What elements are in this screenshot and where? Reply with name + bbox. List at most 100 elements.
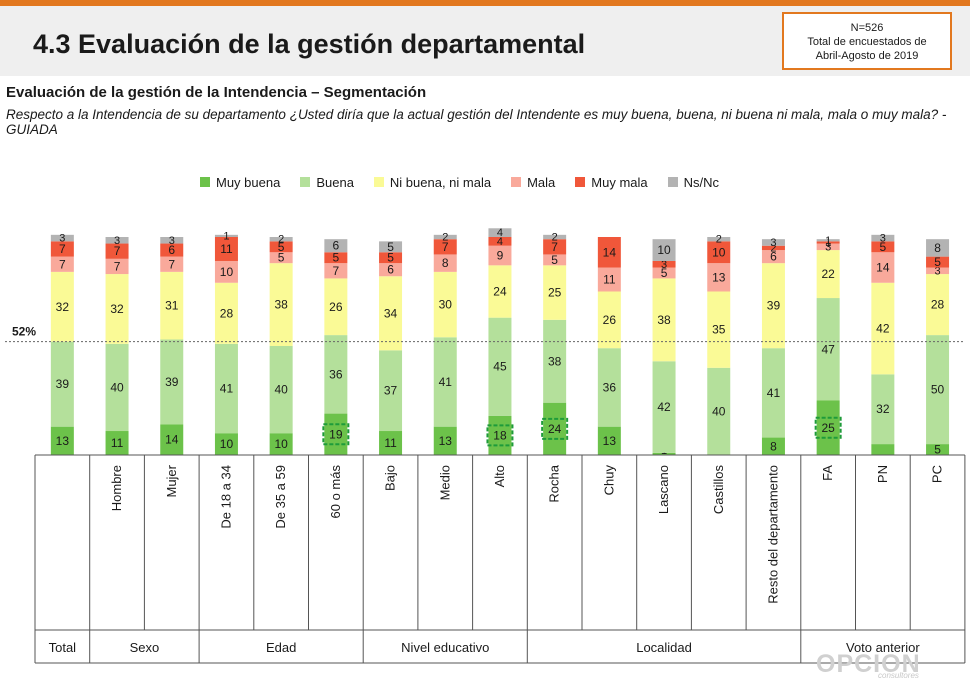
legend-item: Buena (300, 175, 354, 190)
bar-segment (652, 361, 676, 453)
data-label: 14 (165, 433, 179, 447)
data-label: 1 (825, 237, 831, 249)
data-label: 42 (876, 322, 890, 336)
legend-label: Muy buena (216, 174, 281, 190)
legend-item: Mala (511, 175, 555, 190)
data-label: 28 (931, 298, 945, 312)
category-label: FA (820, 465, 835, 481)
legend-swatch (373, 177, 384, 187)
data-label: 32 (56, 300, 70, 314)
bar-segment (214, 343, 238, 434)
legend-label: Buena (316, 174, 354, 190)
data-label: 7 (59, 257, 66, 271)
data-label: 13 (712, 270, 726, 284)
data-label: 2 (716, 234, 722, 246)
bar-segment (160, 271, 184, 340)
bar-segment (871, 252, 895, 283)
sample-size-box: N=526 Total de encuestados de Abril-Agos… (782, 12, 952, 70)
bar-segment (761, 239, 785, 246)
data-label: 35 (712, 323, 726, 337)
data-label: 11 (220, 242, 233, 256)
bar-segment (926, 267, 950, 275)
legend-swatch (300, 177, 311, 187)
data-label: 3 (59, 233, 65, 245)
data-label: 38 (548, 354, 562, 368)
data-label: 24 (493, 285, 507, 299)
legend-item: Muy mala (575, 175, 648, 190)
data-label: 18 (493, 428, 507, 442)
category-label: Lascano (656, 465, 671, 514)
data-label: 14 (876, 261, 890, 275)
data-label: 7 (442, 240, 449, 254)
category-label: Bajo (383, 465, 398, 491)
data-label: 5 (387, 240, 394, 254)
bar-segment (926, 335, 950, 445)
bar-segment (707, 291, 731, 368)
bar-segment (50, 426, 74, 455)
category-label: Rocha (547, 464, 562, 502)
stacked-bar-chart: 1339327731140327731439317631041281011110… (5, 227, 966, 664)
bar-segment (324, 278, 348, 336)
data-label: 39 (56, 377, 70, 391)
data-label: 50 (931, 383, 945, 397)
data-label: 5 (661, 266, 668, 280)
highlight-box (814, 416, 842, 439)
bar-segment (324, 263, 348, 279)
data-label: 28 (220, 306, 234, 320)
category-label: 60 o más (328, 465, 343, 519)
data-label: 6 (387, 263, 394, 277)
category-label: De 18 a 34 (218, 465, 233, 529)
bar-segment (269, 237, 293, 242)
category-label: Castillos (711, 465, 726, 515)
bar-segment (816, 241, 840, 244)
bar-segment (816, 298, 840, 401)
data-label: 6 (770, 250, 777, 264)
bar-segment (433, 271, 457, 338)
data-label: 37 (384, 384, 398, 398)
bar-segment (488, 237, 512, 246)
data-label: 11 (384, 436, 397, 450)
bar-segment (652, 267, 676, 279)
data-label: 40 (110, 380, 124, 394)
data-label: 3 (661, 259, 667, 271)
data-label: 5 (278, 251, 285, 265)
bar-segment (597, 426, 621, 455)
bar-segment (105, 243, 129, 259)
bar-segment (871, 241, 895, 253)
bar-segment (214, 433, 238, 455)
data-label: 13 (603, 434, 617, 448)
category-label: De 35 a 59 (273, 465, 288, 529)
bar-segment (269, 241, 293, 253)
data-label: 5 (387, 251, 394, 265)
opcion-logo: OPCION (816, 650, 921, 678)
bar-segment (871, 234, 895, 242)
bar-segment (433, 234, 457, 240)
bar-segment (214, 282, 238, 344)
bar-segment (488, 265, 512, 318)
highlight-box (322, 423, 350, 446)
bar-segment (105, 258, 129, 275)
bar-segment (50, 234, 74, 242)
bar-segment (488, 245, 512, 266)
highlight-box (541, 417, 569, 440)
data-label: 2 (278, 234, 284, 246)
category-label: Hombre (109, 465, 124, 511)
reference-line-label: 52% (12, 325, 36, 339)
data-label: 38 (274, 298, 288, 312)
data-label: 24 (548, 422, 562, 436)
data-label: 36 (603, 380, 617, 394)
legend-swatch (667, 177, 678, 187)
category-label: Alto (492, 465, 507, 487)
data-label: 38 (657, 313, 671, 327)
data-label: 39 (767, 299, 781, 313)
bar-segment (761, 263, 785, 349)
data-label: 22 (821, 267, 835, 281)
bar-segment (707, 263, 731, 292)
bar-segment (707, 237, 731, 242)
bar-segment (324, 252, 348, 264)
data-label: 25 (821, 421, 835, 435)
bar-segment (761, 348, 785, 438)
data-label: 26 (329, 300, 343, 314)
bar-segment (379, 252, 403, 264)
data-label: 47 (821, 342, 835, 356)
